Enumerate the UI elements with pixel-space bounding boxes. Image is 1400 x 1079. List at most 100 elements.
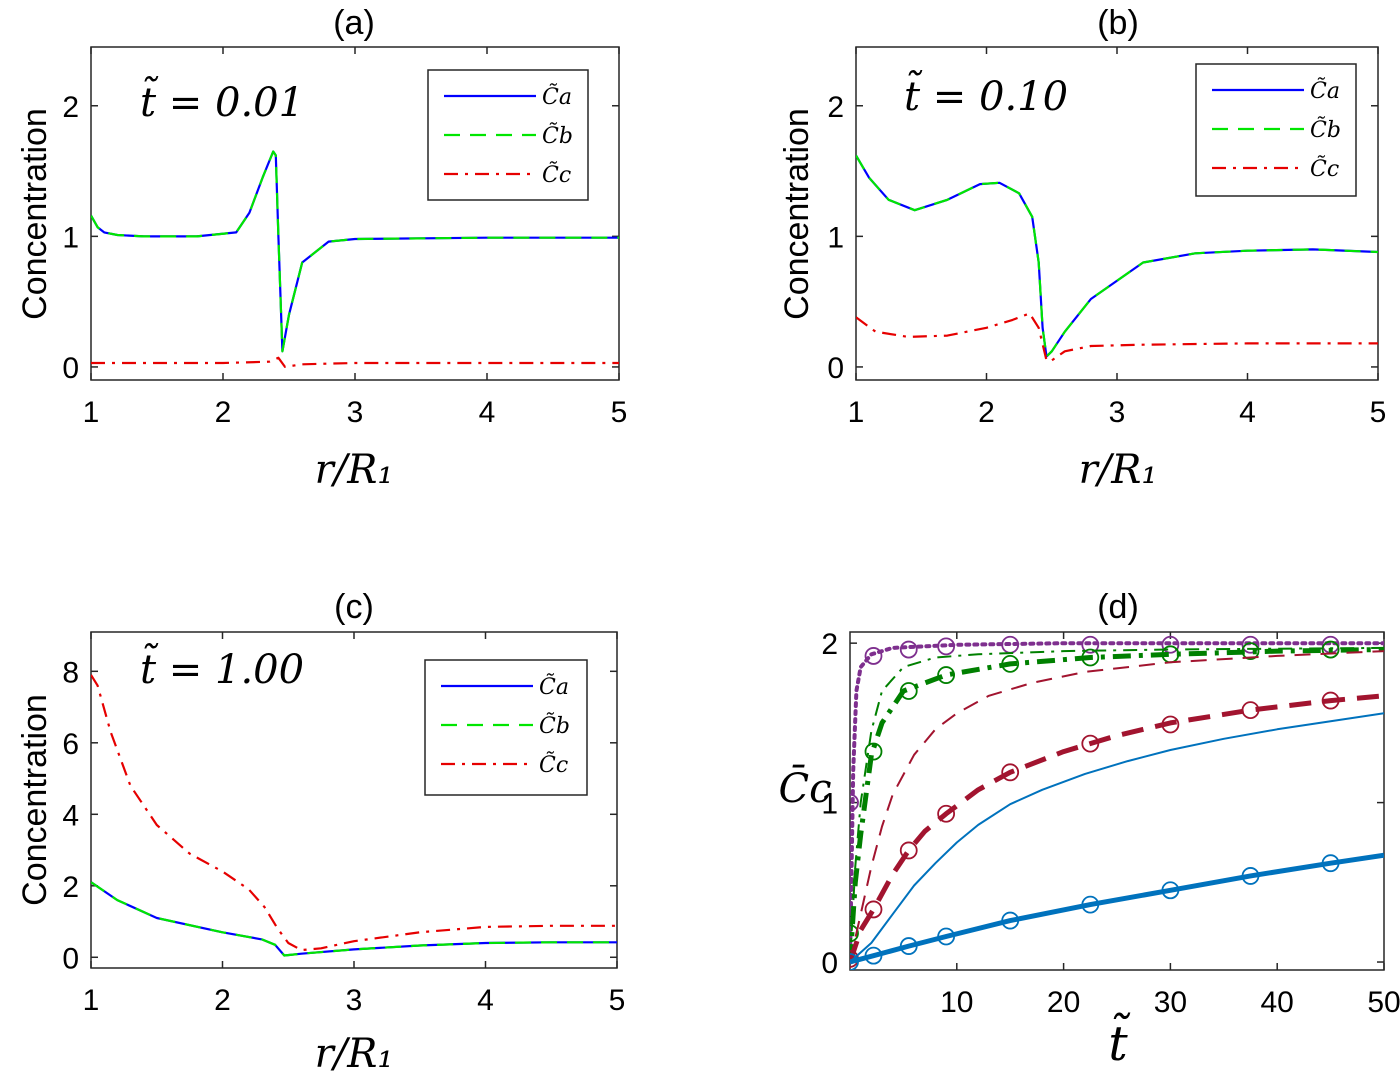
y-axis-label-c: Concentration xyxy=(16,694,54,906)
ytick-label-a-0: 0 xyxy=(62,352,79,385)
marker-d-10-8 xyxy=(1321,854,1340,873)
xtick-label-b-1: 2 xyxy=(978,396,995,429)
marker-d-10-0 xyxy=(850,953,859,970)
ytick-label-b-2: 2 xyxy=(827,91,844,124)
legend-label-b-2: C̃c xyxy=(1310,156,1339,182)
xtick-label-b-0: 1 xyxy=(848,396,865,429)
series-line-d-6 xyxy=(850,693,1384,963)
marker-d-1-3 xyxy=(937,637,956,656)
series-group-c xyxy=(91,674,617,957)
ytick-label-c-2: 4 xyxy=(62,799,79,832)
legend-label-a-1: C̃b xyxy=(542,123,573,149)
legend-label-c-2: C̃c xyxy=(539,752,568,778)
y-axis-label-d: C̄c xyxy=(778,765,831,812)
legend-label-a-0: C̃a xyxy=(542,84,572,110)
ytick-label-d-0: 0 xyxy=(821,947,838,980)
xtick-label-c-3: 4 xyxy=(477,984,494,1017)
marker-d-10-2 xyxy=(899,937,918,955)
xtick-label-a-1: 2 xyxy=(215,396,232,429)
xtick-label-d-1: 20 xyxy=(1047,986,1080,1019)
xtick-label-c-1: 2 xyxy=(214,984,231,1017)
legend-label-c-1: C̃b xyxy=(539,713,570,739)
series-group-d xyxy=(850,635,1384,970)
series-group-b xyxy=(856,154,1378,362)
series-line-a-1 xyxy=(91,150,619,353)
xtick-label-d-0: 10 xyxy=(940,986,973,1019)
x-axis-label-b: r/R₁ xyxy=(1079,447,1158,493)
xtick-label-d-4: 50 xyxy=(1367,986,1400,1019)
panel-title-b: (b) xyxy=(1097,4,1139,42)
series-line-d-2 xyxy=(850,646,1384,963)
marker-d-7-5 xyxy=(1081,734,1100,753)
series-line-c-1 xyxy=(91,881,617,957)
marker-d-10-7 xyxy=(1241,867,1260,885)
annotation-a: t̃ = 0.01 xyxy=(140,76,304,126)
series-line-d-0 xyxy=(850,641,1384,964)
marker-d-7-4 xyxy=(1001,763,1020,782)
marker-d-7-2 xyxy=(899,841,918,860)
legend-label-a-2: C̃c xyxy=(542,162,571,188)
xtick-label-d-2: 30 xyxy=(1154,986,1187,1019)
series-line-b-2 xyxy=(856,312,1378,362)
legend-c: C̃a C̃b C̃c xyxy=(424,659,588,796)
marker-d-1-0 xyxy=(850,793,859,812)
marker-d-10-6 xyxy=(1161,881,1180,900)
marker-d-7-3 xyxy=(937,804,956,823)
series-line-c-2 xyxy=(91,674,617,952)
xtick-label-b-3: 4 xyxy=(1239,396,1256,429)
series-line-d-5 xyxy=(850,650,1384,963)
marker-d-10-3 xyxy=(937,927,956,946)
series-line-d-3 xyxy=(850,647,1384,963)
marker-d-4-8 xyxy=(1321,640,1340,659)
series-line-b-1 xyxy=(856,154,1378,358)
marker-d-4-7 xyxy=(1241,642,1260,661)
series-line-d-9 xyxy=(850,852,1384,965)
ytick-label-c-1: 2 xyxy=(62,871,79,904)
y-axis-label-a: Concentration xyxy=(16,108,54,320)
marker-d-10-5 xyxy=(1081,895,1100,914)
xtick-label-a-3: 4 xyxy=(479,396,496,429)
marker-d-1-1 xyxy=(864,647,883,665)
marker-d-1-5 xyxy=(1081,635,1100,654)
legend-label-b-0: C̃a xyxy=(1310,78,1340,104)
series-group-a xyxy=(91,150,619,368)
series-line-a-2 xyxy=(91,356,619,368)
ytick-label-d-2: 2 xyxy=(821,628,838,661)
ytick-label-c-3: 6 xyxy=(62,728,79,761)
marker-d-4-5 xyxy=(1081,648,1100,667)
legend-a: C̃a C̃b C̃c xyxy=(427,69,589,201)
x-axis-label-d: t̃ xyxy=(1108,1012,1130,1072)
xtick-label-c-2: 3 xyxy=(346,984,363,1017)
ytick-label-a-2: 2 xyxy=(62,91,79,124)
marker-d-7-1 xyxy=(864,900,883,919)
xtick-label-c-0: 1 xyxy=(83,984,100,1017)
legend-label-b-1: C̃b xyxy=(1310,117,1341,143)
xtick-label-b-2: 3 xyxy=(1109,396,1126,429)
panel-title-d: (d) xyxy=(1097,588,1139,626)
annotation-c: t̃ = 1.00 xyxy=(140,643,304,693)
xtick-label-d-3: 40 xyxy=(1261,986,1294,1019)
marker-d-10-1 xyxy=(864,946,883,965)
marker-d-4-4 xyxy=(1001,654,1020,673)
series-line-d-8 xyxy=(850,712,1384,963)
marker-d-4-0 xyxy=(850,924,859,943)
marker-d-1-6 xyxy=(1161,635,1180,654)
marker-d-7-6 xyxy=(1161,715,1180,734)
xtick-label-a-0: 1 xyxy=(83,396,100,429)
ytick-label-b-1: 1 xyxy=(827,221,844,254)
marker-d-4-1 xyxy=(864,742,883,761)
x-axis-label-c: r/R₁ xyxy=(315,1031,394,1077)
xtick-label-a-4: 5 xyxy=(611,396,628,429)
xtick-label-c-4: 5 xyxy=(609,984,626,1017)
ytick-label-a-1: 1 xyxy=(62,221,79,254)
legend-b: C̃a C̃b C̃c xyxy=(1195,63,1357,197)
marker-d-7-7 xyxy=(1241,701,1260,720)
panel-d: 10 20 30 40 50 0 1 2 (d) C̄c t̃ xyxy=(778,588,1400,1072)
legend-box-c xyxy=(424,659,588,796)
marker-d-10-4 xyxy=(1001,911,1020,930)
xtick-label-a-2: 3 xyxy=(347,396,364,429)
marker-d-4-3 xyxy=(937,666,956,684)
